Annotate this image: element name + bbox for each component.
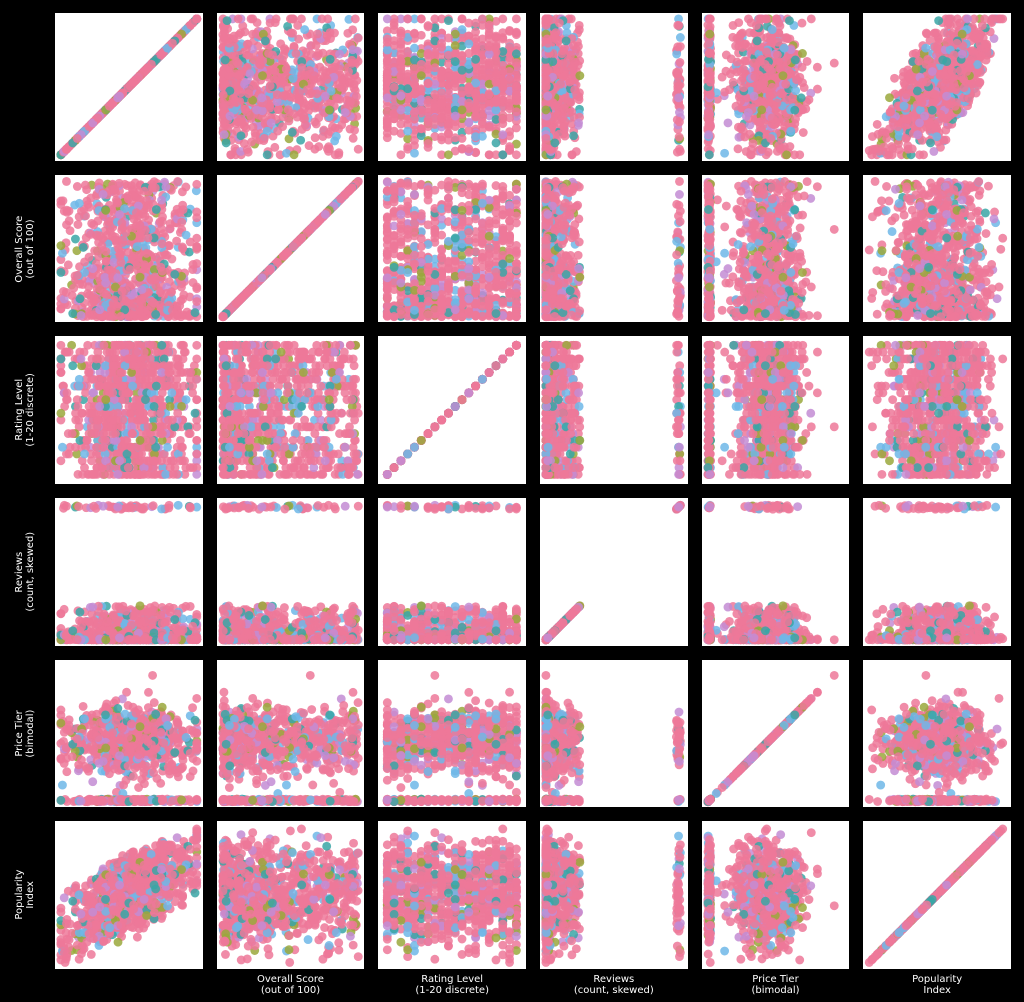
panel-var6-vs-var2 [216,820,366,970]
panel-var6-vs-var5 [701,820,851,970]
panel-var2-vs-var2 [216,174,366,324]
panel-var4-vs-var6 [862,497,1012,647]
panel-var5-vs-var5 [701,659,851,809]
panel-var2-vs-var4 [539,174,689,324]
panel-var3-vs-var5 [701,335,851,485]
panel-var5-vs-var2 [216,659,366,809]
xlabel-var3: Rating Level(1-20 discrete) [377,974,527,998]
panel-var6-vs-var6 [862,820,1012,970]
xlabel-var5: Price Tier(bimodal) [701,974,851,998]
xlabel-var4: Reviews(count, skewed) [539,974,689,998]
panel-var3-vs-var6 [862,335,1012,485]
panel-var4-vs-var1 [54,497,204,647]
panel-var3-vs-var2 [216,335,366,485]
panel-var2-vs-var5 [701,174,851,324]
x-axis-labels: Overall Score(out of 100) Rating Level(1-… [54,974,1012,998]
panel-var2-vs-var3 [377,174,527,324]
xlabel-var2: Overall Score(out of 100) [216,974,366,998]
scatter-matrix [54,12,1012,970]
panel-var1-vs-var5 [701,12,851,162]
y-axis-labels: Overall Score(out of 100) Rating Level(1-… [0,12,50,970]
panel-var1-vs-var6 [862,12,1012,162]
panel-var5-vs-var3 [377,659,527,809]
panel-var5-vs-var1 [54,659,204,809]
xlabel-var1 [54,974,204,998]
panel-var4-vs-var5 [701,497,851,647]
panel-var1-vs-var4 [539,12,689,162]
xlabel-var6: PopularityIndex [862,974,1012,998]
panel-var5-vs-var6 [862,659,1012,809]
panel-var1-vs-var2 [216,12,366,162]
ylabel-var1 [0,12,50,162]
panel-var5-vs-var4 [539,659,689,809]
panel-var2-vs-var1 [54,174,204,324]
ylabel-var6: PopularityIndex [0,820,50,970]
panel-var6-vs-var3 [377,820,527,970]
panel-var3-vs-var4 [539,335,689,485]
panel-var3-vs-var1 [54,335,204,485]
ylabel-var5: Price Tier(bimodal) [0,659,50,809]
panel-var2-vs-var6 [862,174,1012,324]
panel-var4-vs-var2 [216,497,366,647]
panel-var4-vs-var3 [377,497,527,647]
panel-var6-vs-var4 [539,820,689,970]
panel-var3-vs-var3 [377,335,527,485]
panel-var4-vs-var4 [539,497,689,647]
ylabel-var3: Rating Level(1-20 discrete) [0,335,50,485]
ylabel-var4: Reviews(count, skewed) [0,497,50,647]
panel-var6-vs-var1 [54,820,204,970]
panel-var1-vs-var1 [54,12,204,162]
ylabel-var2: Overall Score(out of 100) [0,174,50,324]
panel-var1-vs-var3 [377,12,527,162]
